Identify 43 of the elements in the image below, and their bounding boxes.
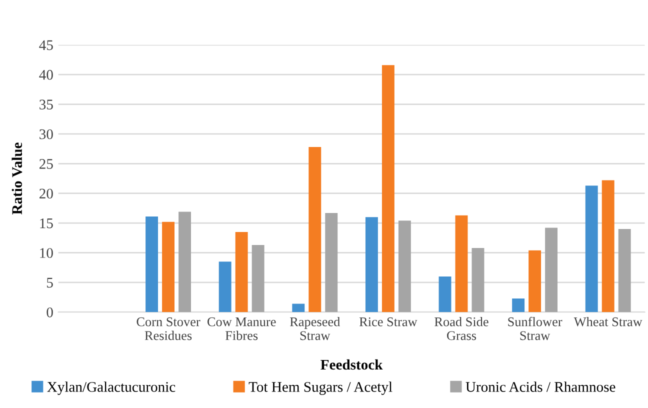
- y-tick-label: 25: [40, 159, 53, 169]
- bar: [308, 147, 322, 312]
- y-tick-label: 35: [40, 100, 53, 110]
- y-tick-label: 40: [39, 70, 53, 80]
- bar: [512, 298, 525, 312]
- x-tick-label: Sunflower Straw: [508, 316, 562, 340]
- bar: [235, 232, 248, 312]
- x-tick-label: Road Side Grass: [434, 316, 488, 340]
- y-tick-label: 15: [40, 218, 53, 228]
- x-tick-label: Rapeseed Straw: [290, 316, 340, 340]
- x-tick-label: Wheat Straw: [574, 316, 642, 326]
- bar: [398, 220, 411, 312]
- x-axis-title: Feedstock: [320, 359, 383, 370]
- y-tick-label: 0: [46, 307, 53, 318]
- bar: [438, 276, 452, 312]
- legend-label: Uronic Acids / Rhamnose: [466, 382, 616, 392]
- bar: [618, 228, 631, 312]
- y-tick-label: 20: [40, 188, 53, 199]
- bar: [602, 180, 614, 312]
- y-tick-label: 45: [39, 40, 53, 50]
- x-tick-label: Corn Stover Residues: [136, 317, 200, 340]
- bar: [325, 212, 338, 312]
- bar: [585, 186, 598, 312]
- bar: [218, 262, 232, 312]
- legend-label: Tot Hem Sugars / Acetyl: [248, 382, 392, 395]
- bar: [455, 215, 468, 312]
- bar: [528, 250, 542, 312]
- bar: [146, 216, 158, 312]
- bar: [472, 248, 484, 312]
- bar: [178, 212, 191, 312]
- y-axis-title: Ratio Value: [12, 142, 22, 215]
- x-tick-label: Rice Straw: [359, 317, 418, 326]
- bar: [545, 228, 558, 312]
- x-tick-label: Cow Manure Fibres: [207, 317, 276, 340]
- bar: [292, 304, 305, 312]
- bar: [382, 65, 394, 312]
- bar: [365, 217, 378, 312]
- y-tick-label: 30: [40, 129, 53, 140]
- legend-label: Xylan/Galactucuronic: [47, 382, 176, 395]
- bar: [162, 222, 175, 312]
- bar: [252, 245, 264, 312]
- y-tick-label: 10: [40, 248, 53, 258]
- y-tick-label: 5: [47, 278, 53, 288]
